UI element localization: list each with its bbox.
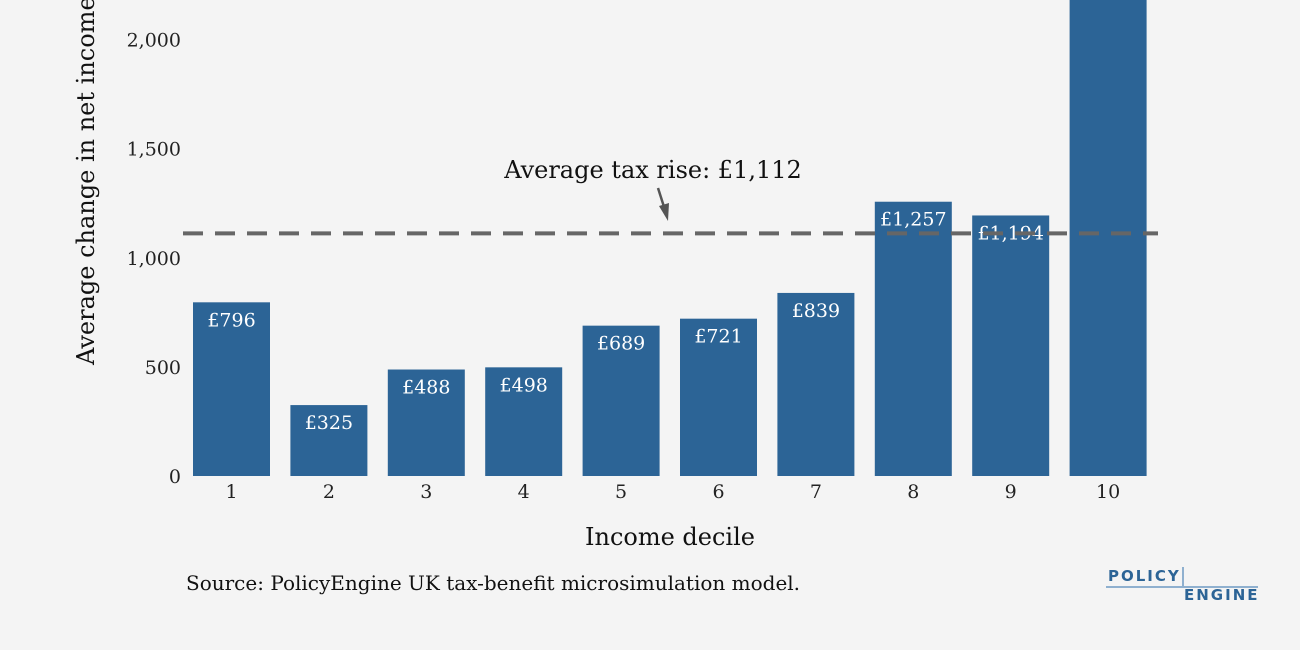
logo-line [1182,567,1184,588]
bar-value-label: £1,257 [880,209,946,231]
bar-value-label: £796 [207,309,255,331]
bars [193,0,1147,477]
bar-value-label: £1,194 [977,222,1043,244]
x-tick-label: 10 [1096,481,1120,503]
bar-decile-9 [972,215,1050,477]
x-tick-label: 9 [1005,481,1017,503]
y-tick-label: 1,500 [127,139,181,161]
x-axis: 1 2 3 4 5 6 7 8 9 10 [225,481,1120,503]
bar-value-label: £498 [500,374,548,396]
bar-decile-7 [777,292,855,476]
x-tick-label: 7 [810,481,822,503]
bar-decile-6 [680,318,757,476]
x-tick-label: 6 [712,481,724,503]
bar-decile-1 [193,302,270,476]
bar-labels: £796 £325 £488 £498 £689 £721 £839 £1,257 £1,194 [207,209,1044,434]
y-tick-label: 1,000 [127,248,181,270]
logo-text-top: POLICY [1108,567,1181,585]
source-note: Source: PolicyEngine UK tax-benefit micr… [186,571,801,595]
x-tick-label: 1 [225,481,237,503]
bar-decile-8 [874,201,952,476]
y-tick-label: 0 [169,466,181,488]
x-tick-label: 2 [323,481,335,503]
bar-decile-10 [1069,0,1147,476]
logo-line [1106,586,1184,588]
x-tick-label: 4 [518,481,530,503]
bar-value-label: £488 [402,377,450,399]
bar-value-label: £721 [694,326,742,348]
bar-decile-2 [290,405,368,476]
x-tick-label: 8 [907,481,919,503]
bar-value-label: £839 [792,300,840,322]
bar-value-label: £689 [597,333,645,355]
logo-line [1182,586,1258,588]
y-tick-label: 500 [145,357,181,379]
annotation-arrow [656,187,669,221]
bar-value-label: £325 [305,412,353,434]
x-tick-label: 5 [615,481,627,503]
y-axis: 0 500 1,000 1,500 2,000 [127,30,181,488]
bar-decile-4 [485,367,563,476]
y-axis-title: Average change in net income [72,0,100,366]
policyengine-logo: POLICY ENGINE [1106,567,1258,605]
bar-decile-3 [387,369,465,476]
x-axis-title: Income decile [585,523,755,551]
logo-text-bottom: ENGINE [1184,586,1260,604]
reference-line-annotation: Average tax rise: £1,112 [503,156,802,184]
x-tick-label: 3 [420,481,432,503]
bar-decile-5 [582,325,660,476]
y-tick-label: 2,000 [127,30,181,52]
